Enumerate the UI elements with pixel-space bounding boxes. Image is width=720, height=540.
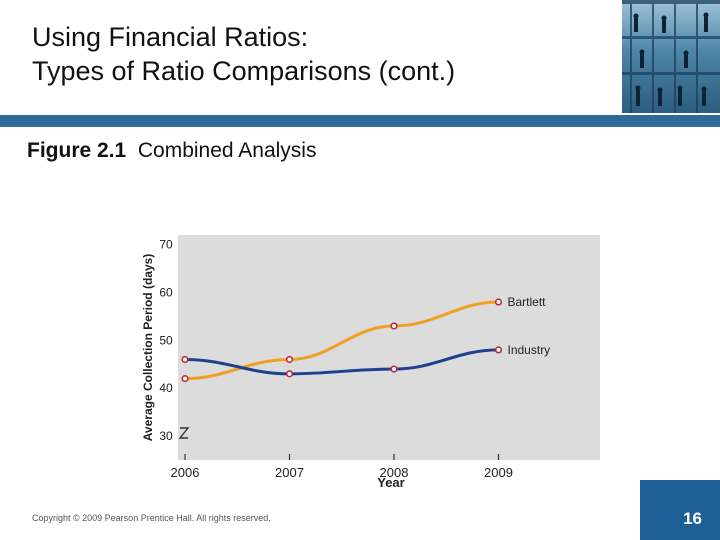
figure-title: Combined Analysis: [137, 139, 317, 162]
header-accent-bar: [0, 115, 720, 127]
data-point-industry-2006: [181, 355, 189, 364]
x-tick-label: 2008: [380, 465, 409, 480]
slide-title: Using Financial Ratios: Types of Ratio C…: [32, 20, 455, 88]
title-line-1: Using Financial Ratios:: [32, 22, 309, 52]
data-point-bartlett-2009: [494, 298, 503, 306]
data-point-industry-2007: [285, 370, 294, 378]
plot-area: [178, 235, 600, 460]
page-number-box: 16: [640, 480, 720, 540]
y-axis-label: Average Collection Period (days): [141, 254, 155, 442]
series-line-industry: [184, 348, 499, 376]
data-point-industry-2009: [494, 346, 503, 354]
data-point-industry-2008: [390, 365, 398, 373]
series-label-bartlett: Bartlett: [508, 295, 547, 309]
series-line-bartlett: [184, 300, 499, 381]
header-photo: [622, 0, 720, 113]
figure-label: Figure 2.1: [27, 139, 127, 162]
data-point-bartlett-2006: [181, 375, 189, 383]
x-tick-label: 2006: [171, 465, 200, 480]
axis-break-icon: [178, 427, 190, 439]
data-point-bartlett-2007: [285, 355, 294, 364]
y-tick-label: 70: [159, 238, 173, 252]
figure-caption: Figure 2.1 Combined Analysis: [27, 139, 316, 163]
series-label-industry: Industry: [508, 343, 551, 357]
copyright-notice: Copyright © 2009 Pearson Prentice Hall. …: [32, 513, 271, 523]
y-tick-label: 30: [159, 429, 173, 443]
x-tick-label: 2009: [484, 465, 513, 480]
x-tick-label: 2007: [275, 465, 304, 480]
y-tick-label: 50: [159, 333, 173, 347]
page-number: 16: [683, 509, 702, 528]
y-tick-label: 60: [159, 285, 173, 299]
title-line-2: Types of Ratio Comparisons (cont.): [32, 56, 456, 86]
data-point-bartlett-2008: [390, 322, 398, 330]
x-axis-label: Year: [377, 475, 404, 490]
y-tick-label: 40: [159, 381, 173, 395]
collection-period-chart: Average Collection Period (days) Year 70…: [141, 235, 600, 490]
office-building-image: [622, 0, 720, 113]
